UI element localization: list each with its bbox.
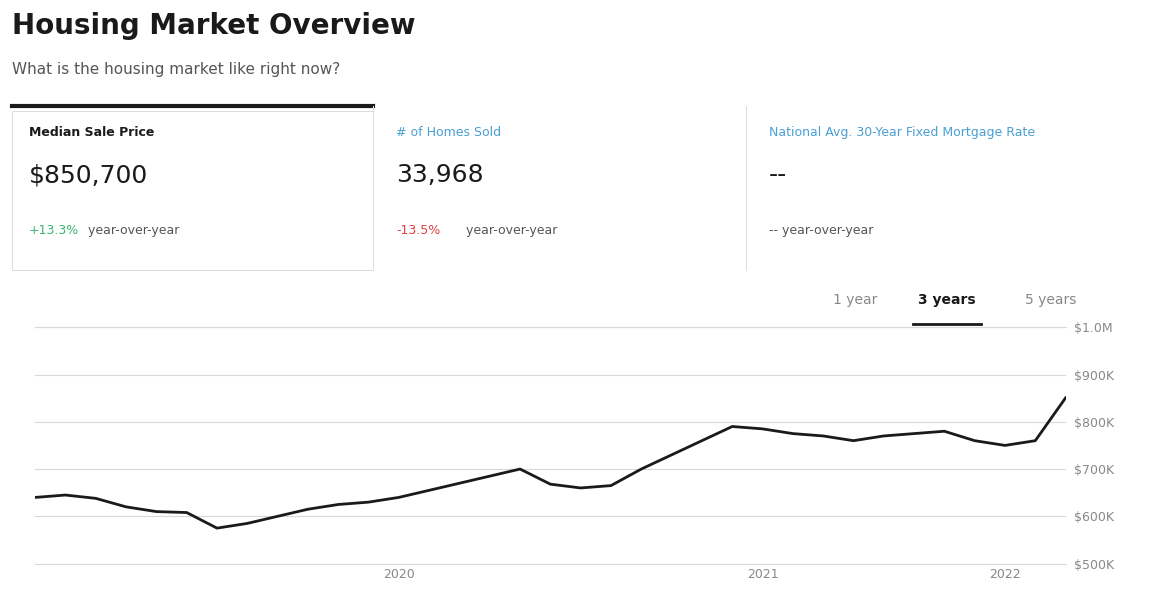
Text: --: --: [769, 163, 787, 187]
Text: $850,700: $850,700: [29, 163, 149, 187]
Text: National Avg. 30-Year Fixed Mortgage Rate: National Avg. 30-Year Fixed Mortgage Rat…: [769, 125, 1035, 139]
Text: 3 years: 3 years: [918, 293, 975, 307]
Text: Median Sale Price: Median Sale Price: [29, 125, 155, 139]
Text: Housing Market Overview: Housing Market Overview: [12, 12, 416, 40]
Text: 33,968: 33,968: [396, 163, 484, 187]
Text: +13.3%: +13.3%: [29, 224, 80, 237]
Text: -13.5%: -13.5%: [396, 224, 440, 237]
Text: What is the housing market like right now?: What is the housing market like right no…: [12, 62, 340, 77]
Text: year-over-year: year-over-year: [461, 224, 557, 237]
Text: year-over-year: year-over-year: [84, 224, 179, 237]
Text: 1 year: 1 year: [833, 293, 877, 307]
FancyBboxPatch shape: [12, 111, 374, 270]
Text: -- year-over-year: -- year-over-year: [769, 224, 874, 237]
Text: 5 years: 5 years: [1025, 293, 1076, 307]
Text: # of Homes Sold: # of Homes Sold: [396, 125, 501, 139]
